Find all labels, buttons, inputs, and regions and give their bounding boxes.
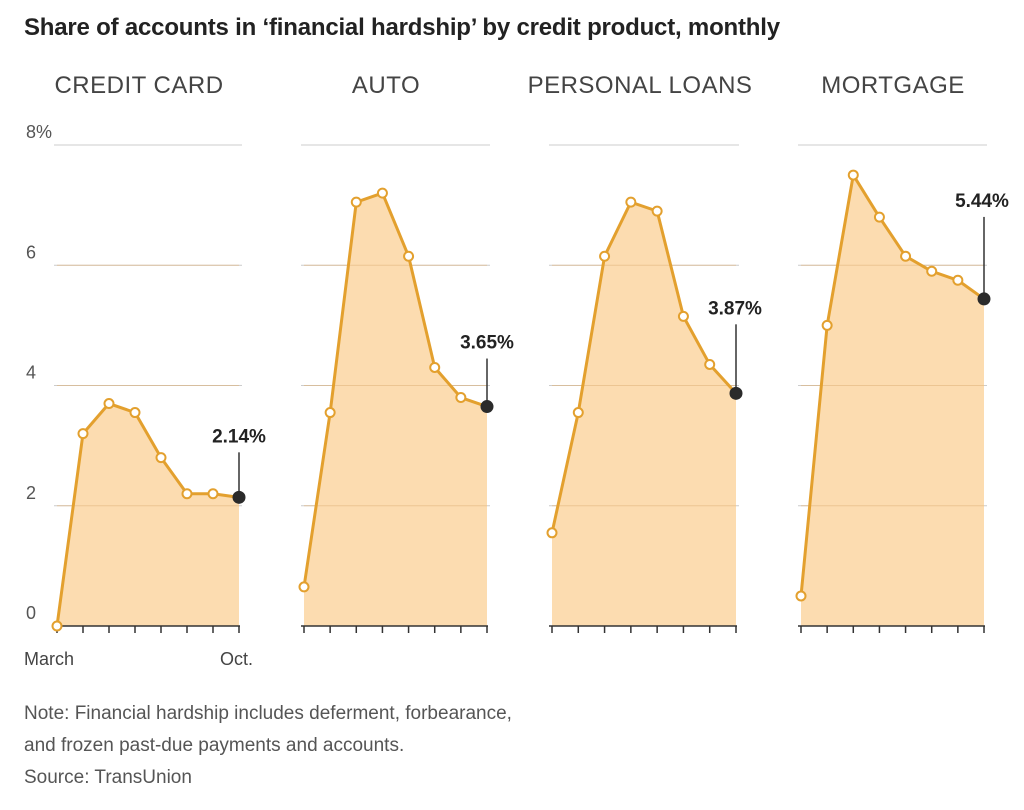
data-point — [181, 488, 193, 500]
note-line-1: Note: Financial hardship includes deferm… — [24, 703, 512, 724]
data-point — [298, 581, 310, 593]
panel-title: CREDIT CARD — [54, 72, 223, 99]
data-point — [900, 250, 912, 262]
data-point — [155, 452, 167, 464]
data-point — [873, 211, 885, 223]
footnotes: Note: Financial hardship includes deferm… — [24, 698, 512, 794]
area-fill — [552, 202, 736, 626]
panel-title: PERSONAL LOANS — [528, 72, 753, 99]
y-tick-label: 2 — [26, 483, 36, 503]
data-point — [129, 407, 141, 419]
small-multiples-chart: 8% 6 4 2 0 March Oct. CREDIT CARD 2.14% AUTO 3.65%… — [24, 72, 1009, 669]
y-tick-label: 6 — [26, 242, 36, 262]
data-point — [651, 205, 663, 217]
end-value-label: 3.87% — [708, 298, 762, 319]
y-tick-label: 0 — [26, 603, 36, 623]
data-point — [821, 319, 833, 331]
end-value-label: 3.65% — [460, 333, 514, 354]
data-point — [952, 274, 964, 286]
data-point — [546, 527, 558, 539]
data-point — [403, 250, 415, 262]
end-data-point — [729, 386, 743, 400]
x-label-end: Oct. — [220, 649, 253, 669]
data-point — [926, 265, 938, 277]
data-point — [677, 310, 689, 322]
data-point — [77, 428, 89, 440]
series-line — [550, 200, 738, 534]
y-tick-label: 8% — [26, 122, 52, 142]
area-fill — [57, 403, 239, 626]
series-line — [302, 191, 488, 588]
data-point — [847, 169, 859, 181]
panel-title: AUTO — [352, 72, 420, 99]
data-point — [350, 196, 362, 208]
area-fill — [304, 193, 487, 626]
data-point — [429, 361, 441, 373]
data-point — [324, 407, 336, 419]
data-point — [207, 488, 219, 500]
chart-title: Share of accounts in ‘financial hardship… — [24, 14, 780, 41]
data-point — [625, 196, 637, 208]
end-data-point — [977, 292, 991, 306]
note-line-2: and frozen past-due payments and account… — [24, 735, 405, 756]
data-point — [572, 407, 584, 419]
data-point — [599, 250, 611, 262]
x-label-start: March — [24, 649, 74, 669]
source-line: Source: TransUnion — [24, 767, 192, 788]
data-point — [376, 187, 388, 199]
end-data-point — [480, 400, 494, 414]
panel-title: MORTGAGE — [821, 72, 965, 99]
data-point — [704, 358, 716, 370]
end-data-point — [232, 490, 246, 504]
data-point — [455, 392, 467, 404]
end-value-label: 2.14% — [212, 426, 266, 447]
data-point — [795, 590, 807, 602]
area-fill — [801, 175, 984, 626]
end-value-label: 5.44% — [955, 191, 1009, 212]
data-point — [51, 620, 63, 632]
data-point — [103, 398, 115, 410]
y-tick-label: 4 — [26, 363, 36, 383]
